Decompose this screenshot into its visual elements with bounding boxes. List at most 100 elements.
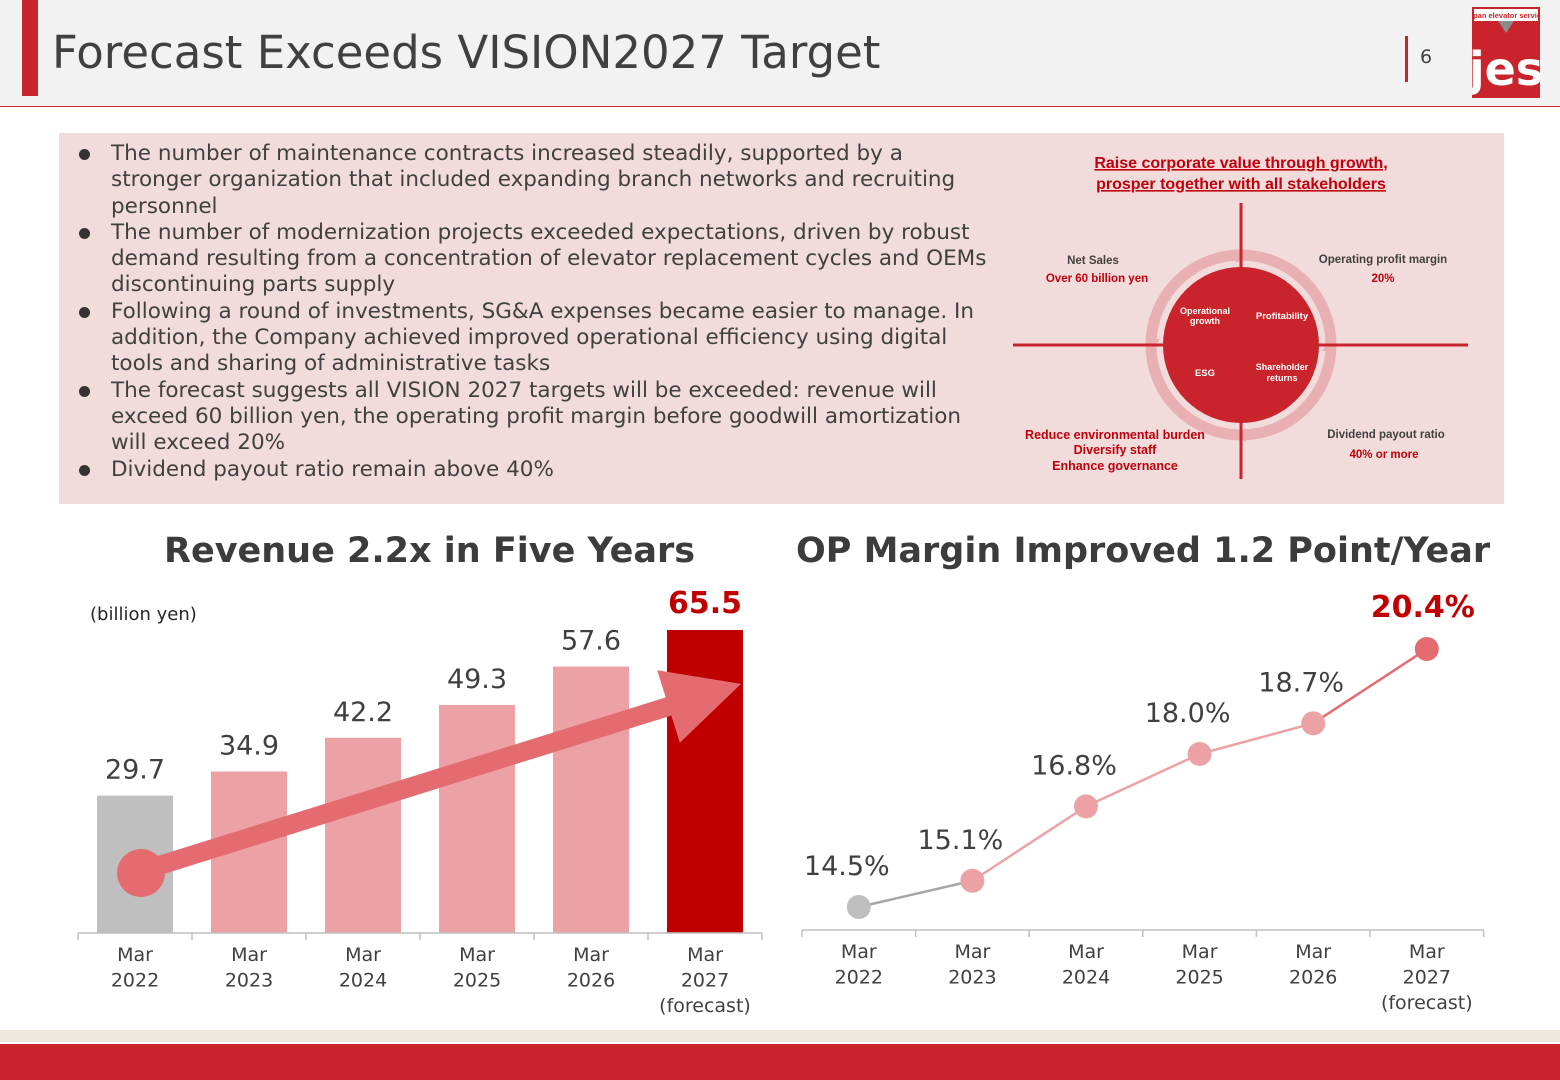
page-number: 6 [1420, 46, 1433, 68]
vision-diagram: Raise corporate value through growth, pr… [1013, 155, 1468, 479]
op-margin-chart-title: OP Margin Improved 1.2 Point/Year [796, 531, 1491, 571]
bullet-item: The forecast suggests all VISION 2027 ta… [59, 378, 999, 457]
revenue-tick-label: 2027 [681, 970, 729, 992]
quadrant-esg [1163, 345, 1241, 423]
logo-top-text: japan elevator service [1472, 11, 1540, 20]
revenue-bar [325, 737, 401, 933]
footer-separator [0, 1030, 1560, 1042]
bullet-item: Following a round of investments, SG&A e… [59, 299, 999, 378]
op-margin-point [846, 895, 871, 919]
logo-triangle [1498, 21, 1514, 33]
revenue-tick-label: Mar [573, 944, 609, 966]
op-margin-tick-label: 2027 [1403, 967, 1451, 989]
page-number-divider [1405, 36, 1408, 82]
op-margin-tick-label: Mar [1182, 941, 1218, 963]
op-margin-data-label: 15.1% [918, 825, 1004, 856]
op-margin-line-chart: 14.5% Mar 2022 15.1% Mar 2023 16.8% Mar 2024 18.0… [801, 590, 1485, 1014]
summary-panel: The number of maintenance contracts incr… [59, 133, 1504, 504]
revenue-tick-label: Mar [117, 944, 153, 966]
revenue-bar [439, 704, 515, 933]
op-margin-data-label: 18.0% [1145, 698, 1231, 729]
op-margin-tick-label: Mar [1409, 941, 1445, 963]
net-sales-value: Over 60 billion yen [1046, 273, 1148, 285]
quadrant-label: Shareholder [1256, 362, 1309, 372]
op-margin-tick-label: 2025 [1175, 967, 1223, 989]
op-margin-line-segment [1199, 722, 1314, 756]
header-accent-bar [22, 0, 38, 96]
quadrant-profitability [1241, 267, 1319, 345]
quadrant-label: Profitability [1256, 311, 1309, 322]
revenue-data-label: 65.5 [668, 586, 742, 621]
growth-trend-arrow [132, 670, 742, 883]
footer-bar [0, 1044, 1560, 1080]
op-margin-data-label: 18.7% [1258, 667, 1344, 698]
quadrant-shareholder-returns [1241, 345, 1319, 423]
revenue-bar [667, 630, 743, 933]
esg-goal-line: Diversify staff [1074, 443, 1158, 457]
op-margin-tick-label: Mar [841, 941, 877, 963]
revenue-tick-label: 2025 [453, 970, 501, 992]
bullet-item: Dividend payout ratio remain above 40% [59, 457, 999, 483]
dividend-label: Dividend payout ratio [1327, 429, 1445, 441]
op-margin-line-segment [858, 879, 973, 909]
op-margin-point [1187, 741, 1212, 766]
revenue-tick-label: (forecast) [659, 995, 751, 1017]
vision-headline-2: prosper together with all stakeholders [1096, 176, 1386, 193]
op-margin-tick-label: Mar [1068, 941, 1104, 963]
op-margin-data-label: 14.5% [804, 851, 890, 882]
revenue-data-label: 34.9 [219, 731, 279, 762]
logo-mark-text: jes [1472, 42, 1540, 96]
op-margin-point [1414, 637, 1439, 661]
revenue-data-label: 57.6 [561, 626, 621, 657]
bullet-item: The number of maintenance contracts incr… [59, 141, 999, 220]
vision-headline-1: Raise corporate value through growth, [1094, 155, 1387, 172]
revenue-tick-label: 2022 [111, 970, 159, 992]
revenue-bar-chart: (billion yen) 29.7 Mar 2022 34.9 Mar 2023 42.2… [77, 586, 763, 1017]
op-margin-tick-label: 2022 [835, 967, 883, 989]
revenue-tick-label: Mar [459, 944, 495, 966]
op-margin-point [1301, 711, 1326, 736]
revenue-tick-label: Mar [687, 944, 723, 966]
quadrant-label: returns [1266, 373, 1297, 383]
esg-goal-line: Enhance governance [1052, 459, 1178, 473]
op-margin-tick-label: Mar [954, 941, 990, 963]
revenue-tick-label: 2023 [225, 970, 273, 992]
header-bar: Forecast Exceeds VISION2027 Target 6 jap… [0, 0, 1560, 107]
quadrant-operational-growth [1163, 267, 1241, 345]
bullet-item: The number of modernization projects exc… [59, 220, 999, 299]
revenue-bar [553, 666, 629, 933]
company-logo: japan elevator service jes [1472, 7, 1540, 98]
op-margin-tick-label: (forecast) [1381, 992, 1473, 1014]
quadrant-label: ESG [1195, 368, 1215, 379]
page-title: Forecast Exceeds VISION2027 Target [52, 26, 881, 79]
quadrant-label: Operational [1180, 306, 1230, 316]
revenue-chart-title: Revenue 2.2x in Five Years [164, 531, 696, 571]
trend-start-dot [117, 849, 165, 897]
net-sales-label: Net Sales [1067, 255, 1119, 267]
revenue-tick-label: Mar [231, 944, 267, 966]
op-margin-data-label: 16.8% [1031, 750, 1117, 781]
revenue-tick-label: 2026 [567, 970, 615, 992]
op-margin-tick-label: Mar [1295, 941, 1331, 963]
op-margin-point [960, 868, 985, 893]
op-margin-value: 20% [1371, 273, 1394, 285]
quadrant-label: growth [1190, 316, 1220, 326]
op-margin-data-label: 20.4% [1371, 590, 1475, 625]
op-margin-tick-label: 2024 [1062, 967, 1110, 989]
op-margin-point [1074, 794, 1098, 819]
dividend-value: 40% or more [1349, 449, 1418, 461]
esg-goal-line: Reduce environmental burden [1025, 428, 1205, 442]
revenue-tick-label: 2024 [339, 970, 387, 992]
op-margin-label: Operating profit margin [1319, 254, 1447, 266]
revenue-data-label: 49.3 [447, 664, 507, 695]
revenue-data-label: 29.7 [105, 755, 165, 786]
op-margin-tick-label: 2023 [948, 967, 996, 989]
revenue-tick-label: Mar [345, 944, 381, 966]
revenue-unit-label: (billion yen) [90, 604, 197, 625]
op-margin-line-segment [971, 805, 1087, 882]
op-margin-line-segment [1085, 752, 1201, 808]
op-margin-line-segment [1312, 647, 1428, 725]
bullet-list: The number of maintenance contracts incr… [59, 141, 999, 483]
op-margin-tick-label: 2026 [1289, 967, 1337, 989]
logo-banner [1474, 9, 1538, 21]
